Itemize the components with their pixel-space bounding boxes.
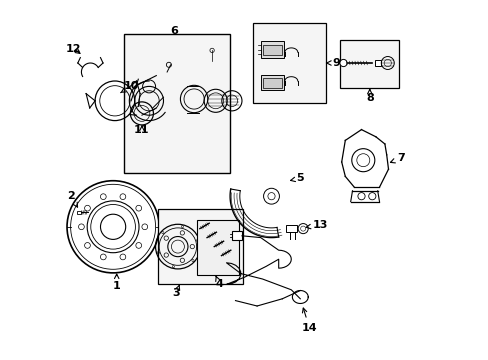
Circle shape [339,59,346,67]
Text: 3: 3 [172,285,180,298]
Text: 1: 1 [113,274,121,291]
Text: 7: 7 [389,153,404,163]
Text: 14: 14 [301,308,316,333]
Bar [123,34,230,173]
Bar [260,75,284,90]
Bar [262,78,282,88]
Bar [158,209,242,284]
Text: 12: 12 [65,44,81,54]
Text: 8: 8 [365,89,373,103]
Bar [285,225,296,232]
Bar [262,45,282,55]
Text: 6: 6 [170,26,178,36]
Bar [231,231,242,240]
Bar [260,41,284,58]
Text: 5: 5 [290,173,304,183]
Text: 4: 4 [215,276,223,289]
Text: 2: 2 [67,191,78,207]
Bar [77,211,81,214]
Bar [339,40,399,88]
Text: 11: 11 [134,125,149,135]
Text: 10: 10 [121,81,139,93]
Bar [253,23,325,103]
Bar [374,60,381,66]
Text: 9: 9 [326,58,340,68]
Text: 13: 13 [305,220,327,230]
Bar [197,220,239,275]
